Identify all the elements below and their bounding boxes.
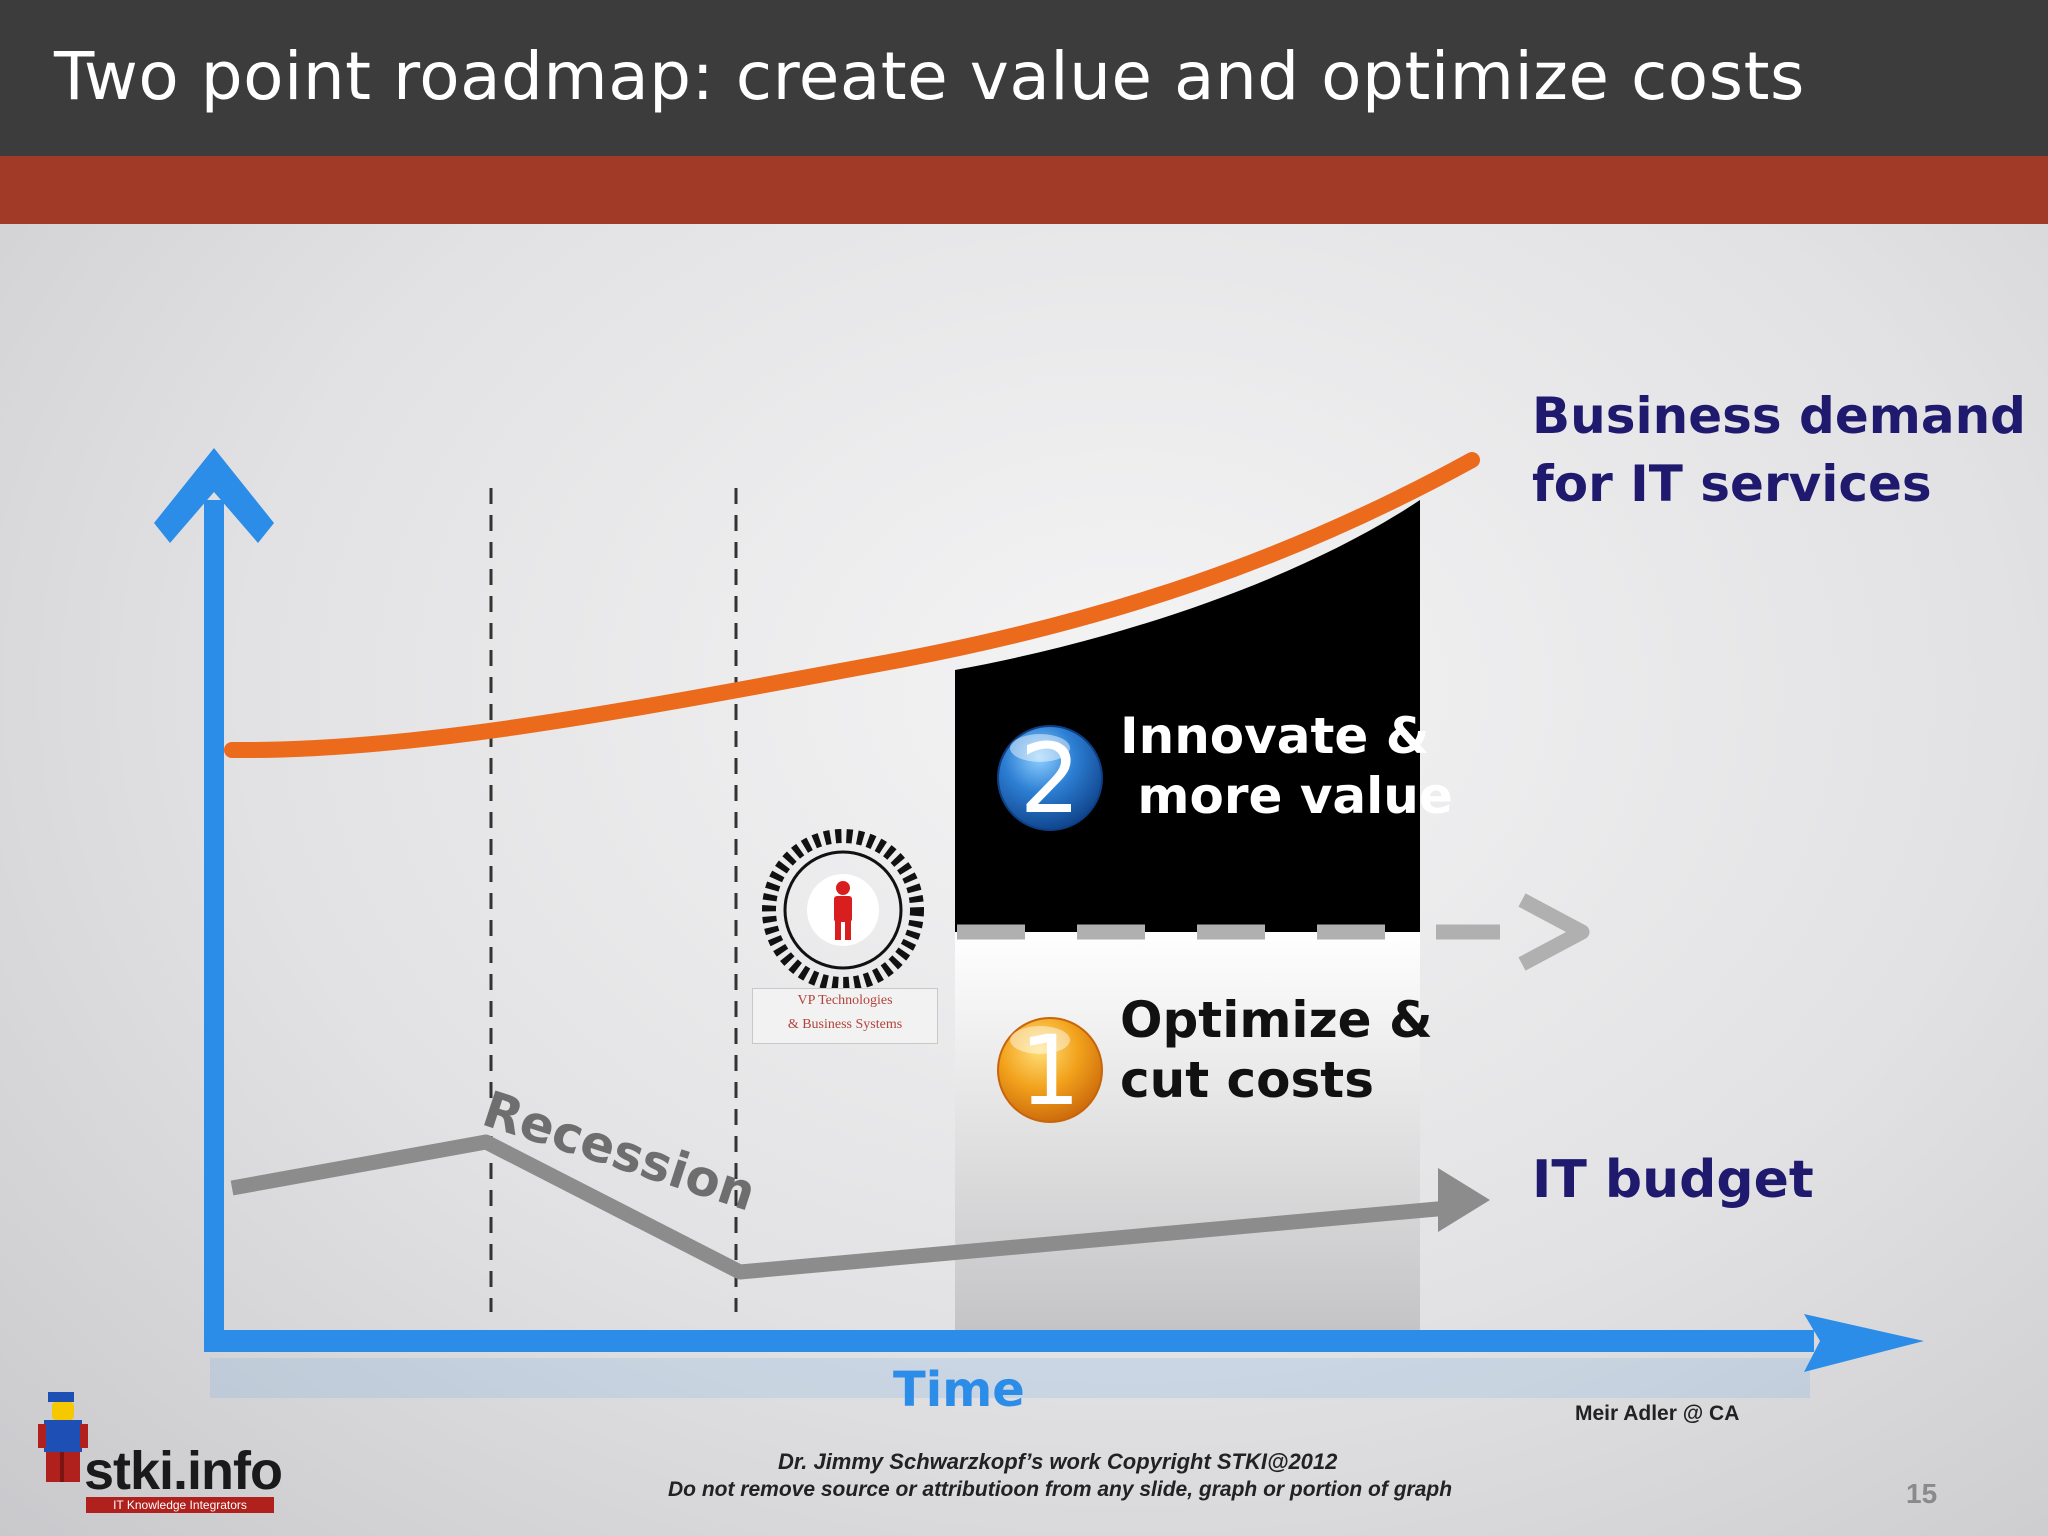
budget-line — [230, 1134, 1449, 1280]
vp-title-plate: VP Technologies & Business Systems — [752, 988, 938, 1044]
demand-curve — [224, 452, 1480, 759]
step-2-number: 2 — [1019, 723, 1080, 835]
slide-title: Two point roadmap: create value and opti… — [54, 38, 1805, 115]
page-number: 15 — [1906, 1478, 1938, 1509]
step-2-label: Innovate & more value — [1120, 706, 1453, 826]
step-2-badge — [997, 725, 1103, 831]
y-axis — [204, 500, 224, 1348]
copyright-line: Dr. Jimmy Schwarzkopf’s work Copyright S… — [778, 1449, 1338, 1474]
step-1-label-line2: cut costs — [1120, 1051, 1374, 1109]
x-axis — [204, 1330, 1814, 1352]
time-axis-label: Time — [893, 1362, 1025, 1418]
author-credit: Meir Adler @ CA — [1575, 1402, 1740, 1425]
title-bar — [0, 0, 2048, 156]
vp-title-line2: & Business Systems — [787, 1017, 903, 1032]
demand-label-line1: Business demand — [1532, 387, 2026, 445]
attribution-notice: Do not remove source or attributioon fro… — [668, 1478, 1453, 1501]
demand-label: Business demand for IT services — [1532, 382, 2026, 518]
y-axis-arrow-head — [154, 448, 274, 543]
step-1-label: Optimize & cut costs — [1120, 990, 1433, 1110]
optimize-region — [955, 930, 1420, 1330]
step-2-label-line1: Innovate & — [1120, 707, 1430, 765]
x-axis-arrow-head — [1804, 1314, 1924, 1372]
logo-text: stki.info — [84, 1441, 283, 1501]
x-axis-shadow — [210, 1358, 1810, 1398]
divider-arrow-head — [1518, 893, 1590, 971]
accent-band — [0, 156, 2048, 224]
lego-mascot-icon — [38, 1392, 88, 1482]
step-2-label-line2: more value — [1120, 767, 1453, 825]
budget-label: IT budget — [1532, 1150, 1814, 1210]
budget-arrow-head — [1438, 1168, 1490, 1232]
vp-title-line1: VP Technologies — [797, 993, 893, 1008]
step-1-badge — [997, 1017, 1103, 1123]
logo-tagline: IT Knowledge Integrators — [86, 1497, 274, 1513]
step-1-number: 1 — [1019, 1015, 1080, 1127]
demand-label-line2: for IT services — [1532, 455, 1932, 513]
step-1-label-line1: Optimize & — [1120, 991, 1433, 1049]
vp-emblem — [762, 829, 924, 991]
